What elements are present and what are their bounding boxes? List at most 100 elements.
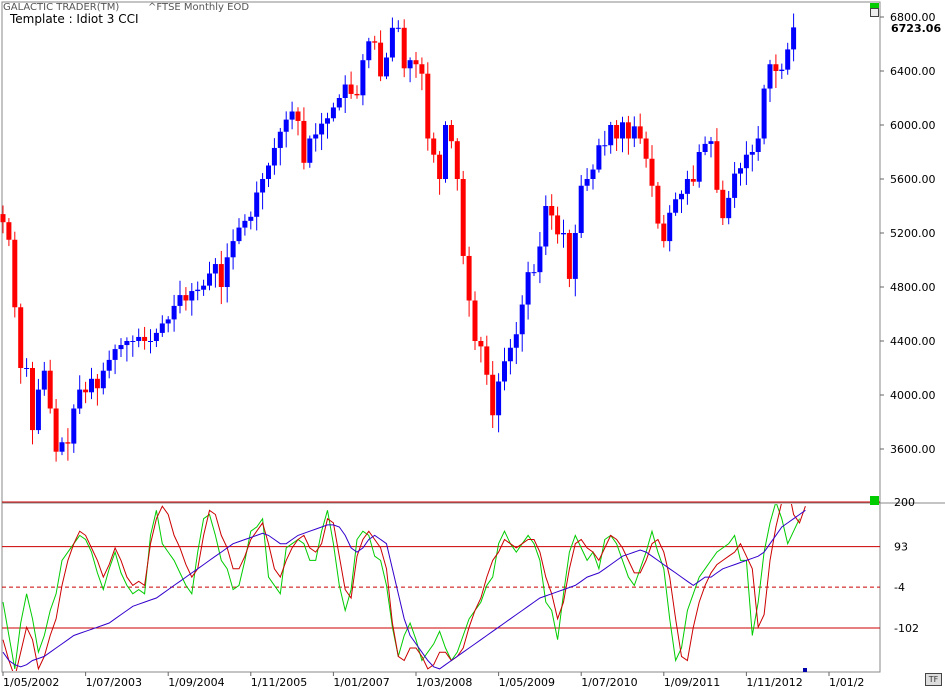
candle-up <box>153 332 159 341</box>
candle-down <box>448 125 454 142</box>
candle-down <box>478 341 484 347</box>
candle-down <box>53 408 59 452</box>
candle-down <box>490 374 496 416</box>
candle-down <box>378 42 384 77</box>
candle-up <box>779 69 785 71</box>
candle-down <box>637 126 643 139</box>
candle-up <box>266 165 271 179</box>
candle-up <box>673 199 679 213</box>
candle-up <box>330 107 336 119</box>
candle-down <box>47 370 53 409</box>
candle-down <box>655 185 661 224</box>
x-tick-label: 1/07/2003 <box>86 676 142 689</box>
candle-down <box>549 206 555 216</box>
candle-up <box>177 295 183 306</box>
candle-up <box>319 123 325 135</box>
candle-up <box>77 389 83 409</box>
candle-up <box>171 305 177 320</box>
candle-up <box>313 134 319 139</box>
candle-up <box>702 143 708 152</box>
x-tick-label: 1/01/2 <box>829 676 864 689</box>
cursor-marker <box>803 668 807 672</box>
template-label: Template : Idiot 3 CCI <box>10 12 139 26</box>
x-tick-label: 1/07/2010 <box>581 676 637 689</box>
candle-up <box>366 41 372 61</box>
candle-up <box>743 154 749 169</box>
app-title: GALACTIC TRADER(TM) <box>3 2 120 13</box>
candle-down <box>643 138 649 159</box>
candle-up <box>159 323 165 333</box>
candle-down <box>301 120 307 163</box>
candle-up <box>260 179 266 193</box>
candle-up <box>590 169 596 179</box>
price-tick-label: 5200.00 <box>890 227 936 240</box>
x-tick-label: 1/03/2008 <box>416 676 472 689</box>
candle-up <box>201 285 207 290</box>
candle-up <box>561 233 566 235</box>
candle-up <box>207 273 212 286</box>
candle-up <box>24 368 30 369</box>
candle-up <box>620 122 625 139</box>
candle-down <box>714 141 720 190</box>
candle-up <box>307 138 313 163</box>
axes: 6800.00 6400.00 6000.00 5600.00 5200.00 4800.… <box>2 3 936 689</box>
candle-down <box>419 64 425 74</box>
x-tick-label: 1/09/2011 <box>664 676 720 689</box>
candle-up <box>496 381 502 416</box>
price-tick-label: 4400.00 <box>890 335 936 348</box>
candle-up <box>395 27 401 29</box>
candle-down <box>12 239 18 308</box>
x-tick-label: 1/11/2005 <box>251 676 307 689</box>
candle-up <box>602 145 608 147</box>
candle-down <box>773 64 779 71</box>
candle-up <box>407 60 413 69</box>
candle-up <box>336 98 342 108</box>
candle-up <box>35 389 41 431</box>
candle-down <box>466 255 472 301</box>
candle-up <box>212 264 218 274</box>
candle-up <box>325 118 330 124</box>
candle-up <box>41 370 47 390</box>
candle-up <box>696 152 702 182</box>
cci-tick-label: 200 <box>894 496 915 509</box>
timeframe-button[interactable]: TF <box>925 673 942 686</box>
candle-up <box>195 289 201 292</box>
price-tick-label: 6800.00 <box>890 11 936 24</box>
candle-down <box>625 122 631 139</box>
candle-down <box>218 264 224 287</box>
candle-up <box>785 49 791 70</box>
price-tick-label: 4800.00 <box>890 281 936 294</box>
candle-up <box>242 220 248 228</box>
price-marker <box>870 3 879 12</box>
candle-down <box>401 27 407 69</box>
x-tick-label: 1/05/2009 <box>499 676 555 689</box>
candle-down <box>295 111 301 121</box>
candle-up <box>89 378 94 393</box>
candle-up <box>608 125 614 146</box>
candle-up <box>230 241 236 258</box>
candle-up <box>738 168 743 174</box>
candle-up <box>578 185 584 233</box>
candle-up <box>224 257 230 287</box>
candle-up <box>360 60 366 96</box>
candle-up <box>342 84 348 98</box>
candle-up <box>791 27 797 50</box>
candle-up <box>726 197 732 219</box>
candle-up <box>71 408 77 444</box>
candle-up <box>136 336 142 341</box>
candle-up <box>767 64 773 89</box>
candle-up <box>525 272 531 305</box>
candle-down <box>183 295 189 301</box>
candle-down <box>690 179 696 182</box>
price-tick-label: 6400.00 <box>890 65 936 78</box>
candle-up <box>596 145 602 170</box>
x-tick-label: 1/01/2007 <box>333 676 389 689</box>
candle-down <box>65 442 71 444</box>
last-price-label: 6723.06 <box>891 22 942 35</box>
expand-button[interactable] <box>870 8 879 17</box>
candle-up <box>507 347 513 362</box>
candle-up <box>389 27 395 58</box>
candle-up <box>277 131 283 148</box>
x-tick-label: 1/11/2012 <box>746 676 802 689</box>
candle-up <box>118 345 124 350</box>
